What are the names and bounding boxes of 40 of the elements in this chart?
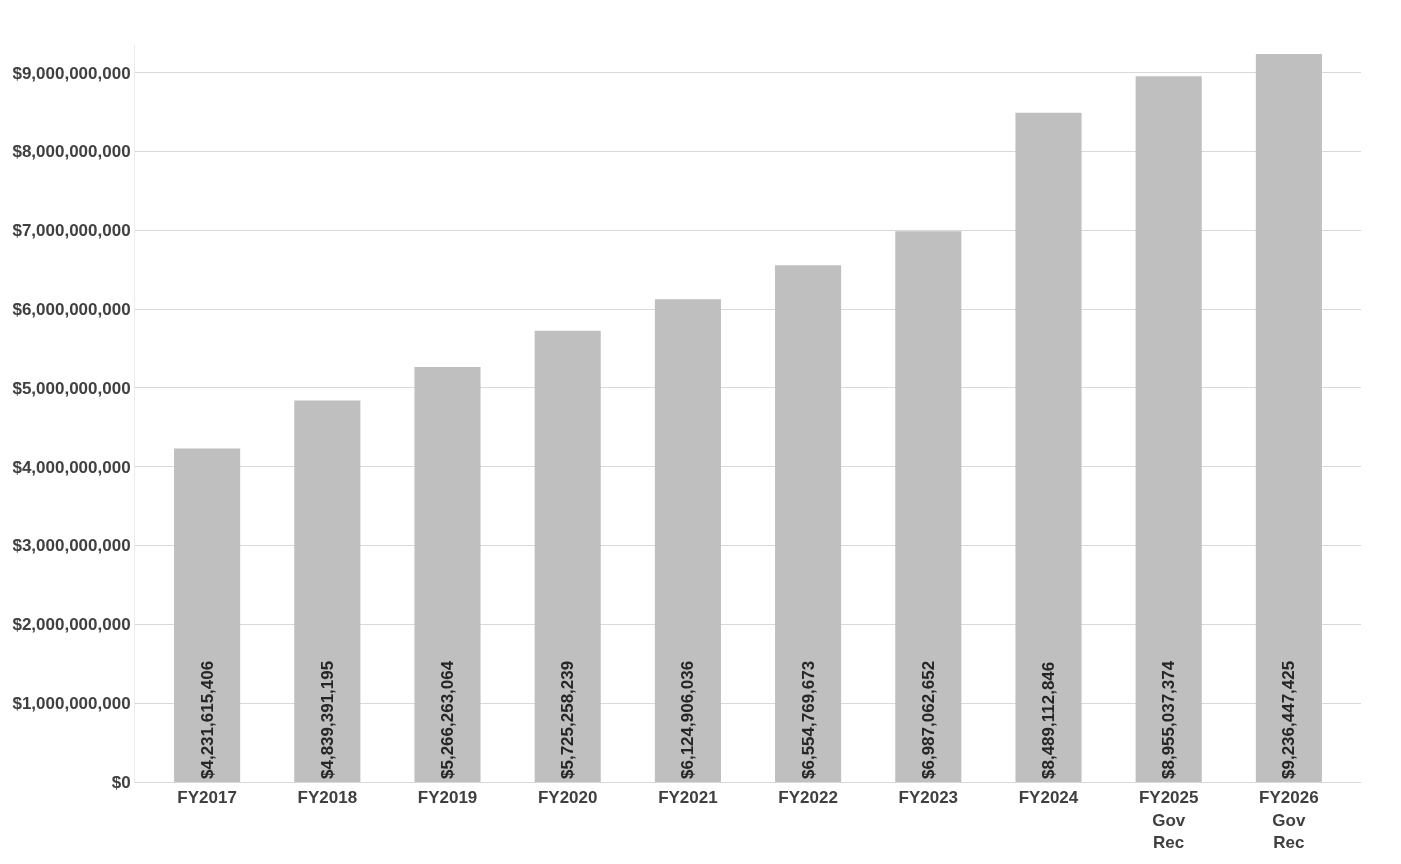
bar	[1255, 53, 1322, 782]
data-label: $8,955,037,374	[1159, 660, 1179, 779]
x-tick-label: FY2021	[658, 788, 718, 808]
bar	[534, 330, 601, 782]
y-tick-label: $2,000,000,000	[12, 615, 131, 635]
y-tick-label: $4,000,000,000	[12, 457, 131, 477]
x-tick-label: FY2017	[177, 788, 237, 808]
bar	[414, 366, 481, 782]
bar	[654, 299, 721, 782]
data-label: $4,231,615,406	[197, 660, 217, 779]
x-tick-label: FY2024	[1018, 788, 1079, 808]
data-label: $6,124,906,036	[678, 660, 698, 779]
bar	[1015, 112, 1082, 782]
bar	[174, 448, 241, 782]
y-tick-label: $5,000,000,000	[12, 378, 131, 398]
y-tick-label: $1,000,000,000	[12, 694, 131, 714]
x-tick-label: FY2025 Gov Rec	[1138, 788, 1199, 852]
y-tick-label: $3,000,000,000	[12, 536, 131, 556]
y-tick-label: $7,000,000,000	[12, 221, 131, 241]
bar	[775, 265, 842, 782]
x-tick-label: FY2023	[898, 788, 959, 808]
data-label: $9,236,447,425	[1279, 660, 1299, 779]
y-tick-label: $8,000,000,000	[12, 142, 131, 162]
x-tick-label: FY2022	[778, 788, 838, 808]
bar	[895, 231, 962, 782]
x-tick-label: FY2019	[417, 788, 478, 808]
data-label: $6,987,062,652	[918, 660, 938, 779]
data-label: $8,489,112,846	[1038, 661, 1058, 779]
y-tick-label: $0	[111, 772, 131, 792]
data-label: $5,725,258,239	[558, 660, 578, 779]
bar	[294, 400, 361, 782]
data-label: $5,266,263,064	[438, 660, 458, 779]
data-label: $6,554,769,673	[798, 660, 818, 779]
bar	[1135, 76, 1202, 782]
x-tick-label: FY2020	[537, 788, 598, 808]
y-tick-label: $6,000,000,000	[12, 300, 131, 320]
y-tick-label: $9,000,000,000	[12, 63, 131, 83]
x-tick-label: FY2018	[297, 788, 358, 808]
x-tick-label: FY2026 Gov Rec	[1259, 788, 1319, 852]
data-label: $4,839,391,195	[317, 660, 337, 779]
